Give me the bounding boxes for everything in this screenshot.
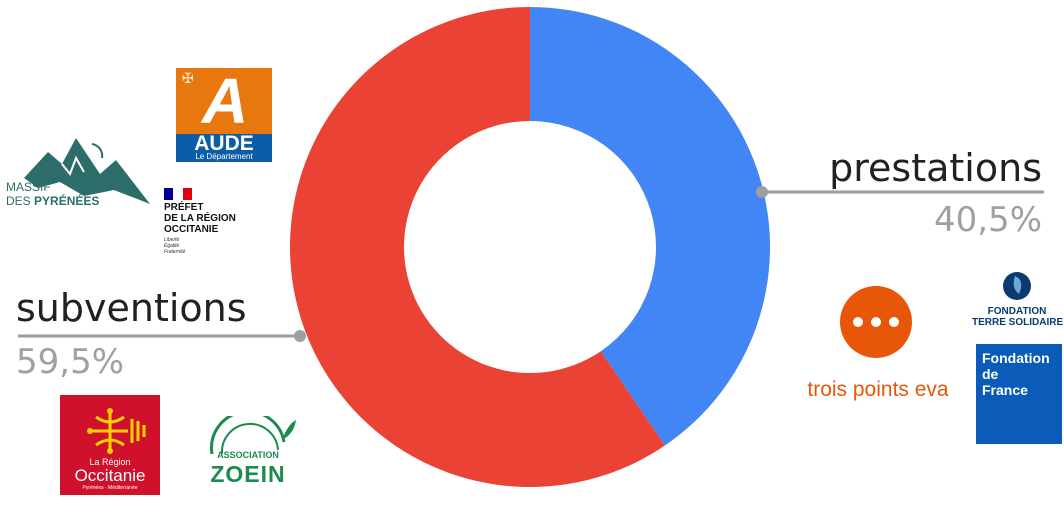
massif-des-pyrenees-logo: MASSIF DES PYRÉNÉES [4, 134, 154, 216]
mountain-icon [24, 138, 150, 204]
slice-subventions [290, 7, 665, 487]
slice-value-prestations: 40,5% [933, 200, 1042, 240]
slice-label-subventions: subventions [16, 286, 247, 330]
prestations-leader-dot [756, 186, 768, 198]
slice-prestations [530, 7, 770, 446]
subventions-leader-dot [294, 330, 306, 342]
slice-value-subventions: 59,5% [16, 342, 125, 382]
aude-name: AUDE [194, 132, 254, 155]
leaf-arc-icon [210, 416, 296, 455]
globe-icon [1003, 272, 1031, 300]
french-flag-icon [164, 188, 192, 200]
three-dots-icon [840, 286, 912, 358]
trois-points-eva-logo: trois points eva [800, 284, 956, 408]
fondation-de-france-logo: Fondation de France [976, 344, 1062, 444]
fondation-terre-solidaire-logo: FONDATION TERRE SOLIDAIRE [972, 270, 1063, 332]
aude-sub: Le Département [195, 152, 253, 161]
occitan-cross-icon [87, 408, 146, 454]
association-zoein-logo: ASSOCIATION ZOEIN [198, 416, 298, 488]
region-occitanie-logo: La Région Occitanie Pyrénées · Méditerra… [60, 395, 160, 495]
slice-label-prestations: prestations [829, 146, 1042, 190]
prefet-occitanie-logo: PRÉFET DE LA RÉGION OCCITANIE Liberté Ég… [164, 188, 254, 260]
aude-logo: ✠ A AUDE Le Département [176, 65, 272, 162]
